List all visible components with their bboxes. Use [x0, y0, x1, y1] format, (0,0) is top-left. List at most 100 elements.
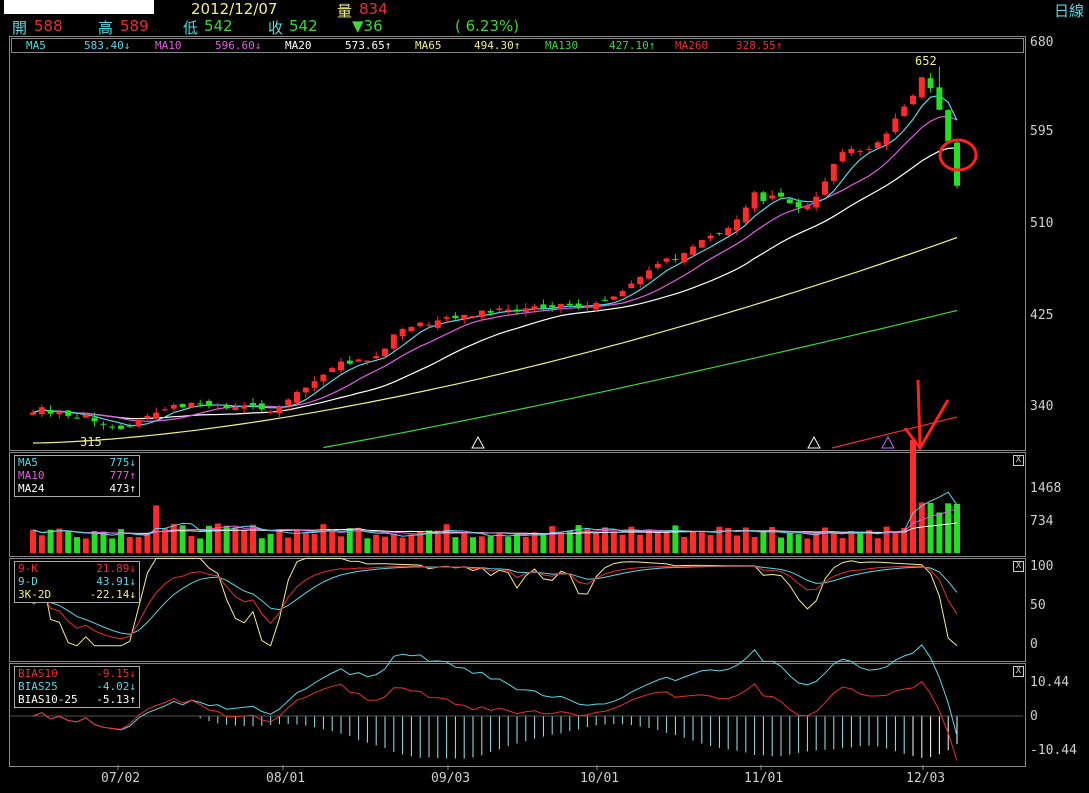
candle-body	[848, 148, 855, 154]
volume-bar	[883, 526, 890, 553]
volume-bar	[74, 537, 80, 553]
candle-body	[390, 334, 397, 349]
candle-body	[505, 309, 512, 311]
candle-body	[540, 304, 547, 309]
candle-body	[813, 196, 820, 208]
candle-body	[144, 415, 151, 419]
bias-tick: -10.44	[1030, 743, 1077, 758]
volume-bar	[716, 526, 723, 553]
candle-body	[778, 192, 784, 197]
j-name: 3K-2D	[18, 588, 52, 601]
candle-body	[452, 315, 459, 319]
ma20-legend: MA20	[285, 39, 312, 52]
candle-body	[646, 270, 652, 279]
high-label: 高	[98, 19, 114, 37]
volume-bar	[426, 530, 432, 553]
price-panel[interactable]	[9, 36, 1026, 451]
volume-bar	[681, 536, 688, 553]
period-label[interactable]: 日線	[1054, 2, 1085, 20]
volume-bar	[408, 534, 415, 553]
volume-bar	[549, 526, 556, 553]
date-tick: 12/03	[906, 771, 946, 786]
candle-body	[742, 207, 749, 223]
arrow-shaft	[916, 379, 922, 446]
d-name: 9-D	[18, 575, 38, 588]
volume-bar	[179, 525, 186, 553]
candle-body	[346, 360, 353, 364]
candle-body	[690, 246, 696, 255]
bias-close-button[interactable]: X	[1013, 666, 1024, 677]
bias-panel[interactable]	[9, 663, 1026, 767]
volume-bar	[637, 534, 644, 553]
open-label: 開	[12, 19, 28, 37]
volume-panel[interactable]	[9, 452, 1026, 557]
candle-body	[267, 411, 274, 413]
volume-bar	[707, 535, 714, 553]
volume-bar	[100, 531, 107, 553]
volume-bar	[646, 529, 652, 553]
candle-body	[602, 299, 608, 301]
volume-bar	[478, 536, 485, 553]
candle-body	[258, 403, 265, 410]
candle-body	[522, 308, 529, 312]
volume-bar	[778, 537, 784, 553]
ma5-legend: MA5	[26, 39, 46, 52]
volume-bar	[892, 532, 899, 553]
candle-body	[250, 403, 256, 405]
open-value: 588	[34, 17, 63, 35]
candle-body	[170, 405, 177, 409]
volume-bar	[126, 536, 133, 553]
vol-ma5-name: MA5	[18, 456, 38, 469]
candle-body	[320, 374, 327, 382]
kd-tick: 50	[1030, 598, 1046, 613]
volume-bar	[830, 533, 837, 553]
candle-body	[769, 195, 776, 199]
volume-bar	[522, 536, 529, 553]
volume-bar	[30, 529, 36, 553]
date-tick: 08/01	[266, 771, 306, 786]
bias-tick: 10.44	[1030, 675, 1070, 690]
candle-body	[945, 110, 952, 142]
volume-bar	[241, 529, 248, 553]
volume-bar	[109, 538, 116, 553]
kd-j-line	[32, 557, 958, 647]
candle-body	[698, 240, 705, 248]
candle-body	[364, 360, 371, 363]
date-tick: 11/01	[744, 771, 784, 786]
candle-body	[804, 205, 811, 209]
candle-body	[496, 308, 503, 311]
kd-close-button[interactable]: X	[1013, 561, 1024, 572]
volume-bar	[311, 533, 318, 553]
candle-body	[619, 291, 626, 297]
ma65-line	[32, 236, 958, 444]
volume-bar	[663, 531, 670, 553]
volume-bar	[936, 512, 943, 553]
kd-panel[interactable]	[9, 558, 1026, 662]
candle-body	[901, 106, 908, 117]
candle-body	[276, 407, 283, 414]
candle-body	[162, 409, 168, 411]
candle-body	[478, 310, 485, 318]
volume-bar	[188, 535, 195, 553]
date-tick: 09/03	[431, 771, 471, 786]
volume-bar	[434, 530, 441, 553]
candle-body	[399, 329, 406, 337]
candle-body	[874, 142, 881, 149]
candle-body	[382, 348, 388, 357]
candle-body	[91, 417, 98, 422]
volume-bar	[566, 530, 573, 553]
candle-body	[285, 399, 292, 406]
candle-body	[214, 405, 221, 407]
volume-bar	[346, 528, 353, 553]
volume-bar	[214, 523, 221, 553]
candle-body	[38, 407, 45, 415]
candle-body	[100, 423, 107, 425]
kd-tick: 100	[1030, 559, 1054, 574]
candle-body	[311, 381, 318, 388]
quote-header: 2012/12/07 量 834 日線 開 588 高 589 低 542 收 …	[0, 0, 1089, 37]
volume-bar	[584, 528, 591, 553]
volume-close-button[interactable]: X	[1013, 455, 1024, 466]
low-label: 低	[183, 19, 199, 37]
candle-body	[892, 118, 899, 133]
volume-bar	[399, 537, 406, 553]
